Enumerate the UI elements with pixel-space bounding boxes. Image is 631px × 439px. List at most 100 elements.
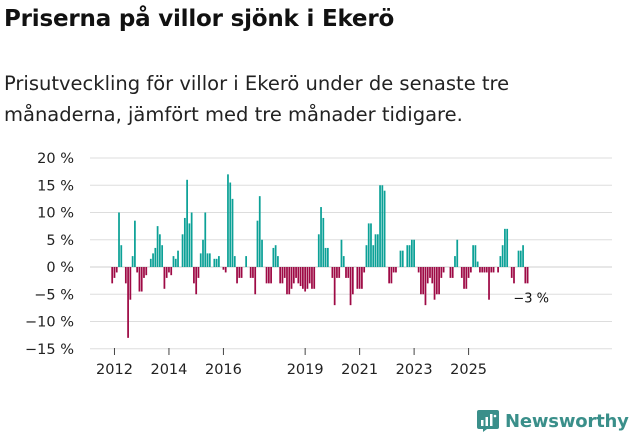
- chart-subtitle: Prisutveckling för villor i Ekerö under …: [4, 72, 510, 126]
- bar: [401, 250, 404, 267]
- bar: [302, 267, 304, 289]
- bar: [381, 185, 384, 267]
- bar: [311, 267, 313, 289]
- bar: [227, 174, 229, 267]
- bar: [213, 258, 216, 267]
- bar: [413, 239, 415, 267]
- bar: [188, 223, 191, 267]
- bar: [379, 185, 381, 267]
- bar: [365, 245, 368, 267]
- bar: [347, 267, 350, 278]
- bar: [440, 267, 443, 278]
- bar: [240, 267, 243, 278]
- bar: [292, 267, 295, 284]
- bar: [252, 267, 254, 278]
- bar: [113, 267, 116, 278]
- bar: [499, 256, 502, 267]
- bar: [435, 267, 438, 295]
- bar: [138, 267, 141, 292]
- bar: [304, 267, 307, 292]
- bar: [333, 267, 336, 306]
- bar: [406, 245, 409, 267]
- bar: [322, 217, 325, 267]
- x-tick-label: 2012: [96, 362, 133, 378]
- bar: [492, 267, 495, 273]
- bar: [451, 267, 454, 278]
- bar: [161, 245, 164, 267]
- bar: [388, 267, 391, 284]
- bar: [245, 256, 248, 267]
- bar: [127, 267, 129, 338]
- bar: [399, 250, 402, 267]
- last-value-annotation: −3 %: [513, 291, 549, 306]
- bar: [238, 267, 241, 278]
- bar: [288, 267, 291, 295]
- bar: [118, 212, 120, 267]
- bar: [510, 267, 513, 278]
- bar: [370, 223, 372, 267]
- bar: [340, 239, 343, 267]
- bar: [170, 267, 173, 276]
- bar: [345, 267, 347, 278]
- bar: [420, 267, 422, 295]
- bar: [306, 267, 309, 289]
- bar: [374, 234, 377, 267]
- bar: [165, 267, 168, 278]
- bar: [265, 267, 268, 284]
- bar: [186, 179, 188, 267]
- bar: [131, 256, 134, 267]
- bar: [367, 223, 370, 267]
- bar: [190, 212, 193, 267]
- bar: [274, 245, 277, 267]
- bar: [469, 267, 472, 273]
- bar: [111, 267, 114, 284]
- bar: [372, 245, 375, 267]
- bar: [497, 267, 499, 273]
- bar: [376, 234, 379, 267]
- newsworthy-logo: Newsworthy: [476, 409, 629, 433]
- bar: [392, 267, 395, 273]
- bar: [338, 267, 341, 278]
- bar: [474, 245, 477, 267]
- bar: [488, 267, 490, 300]
- bar: [324, 247, 327, 267]
- bar: [215, 258, 218, 267]
- bar: [501, 245, 504, 267]
- bar: [236, 267, 238, 284]
- bar: [295, 267, 297, 278]
- bar: [277, 256, 279, 267]
- y-tick-label: 0 %: [46, 260, 74, 276]
- bar: [124, 267, 127, 284]
- bar: [270, 267, 272, 284]
- bar: [172, 256, 175, 267]
- bar: [504, 228, 506, 267]
- bar: [193, 267, 195, 284]
- bar: [485, 267, 488, 273]
- y-axis-labels: 20 % 15 % 10 % 5 % 0 % −5 % −10 % −15 %: [25, 151, 74, 358]
- bar: [431, 267, 434, 284]
- bar: [222, 267, 225, 270]
- bar: [517, 250, 520, 267]
- bar: [195, 267, 198, 295]
- bar: [231, 198, 234, 267]
- y-tick-label: −10 %: [25, 315, 74, 331]
- bar: [408, 245, 411, 267]
- bar: [140, 267, 143, 292]
- brand-name: Newsworthy: [505, 410, 629, 432]
- bar: [297, 267, 300, 284]
- bar: [281, 267, 284, 284]
- bar: [490, 267, 493, 273]
- bars: [111, 174, 529, 338]
- bar: [349, 267, 352, 306]
- bar: [342, 256, 345, 267]
- bar: [204, 212, 207, 267]
- bar: [115, 267, 118, 273]
- bar: [229, 182, 232, 267]
- chart-title: Priserna på villor sjönk i Ekerö: [4, 6, 395, 32]
- bar: [163, 267, 166, 289]
- bar: [331, 267, 334, 278]
- bar: [134, 220, 136, 267]
- x-tick-label: 2014: [150, 362, 187, 378]
- bar: [249, 267, 252, 278]
- y-tick-label: −15 %: [25, 342, 74, 358]
